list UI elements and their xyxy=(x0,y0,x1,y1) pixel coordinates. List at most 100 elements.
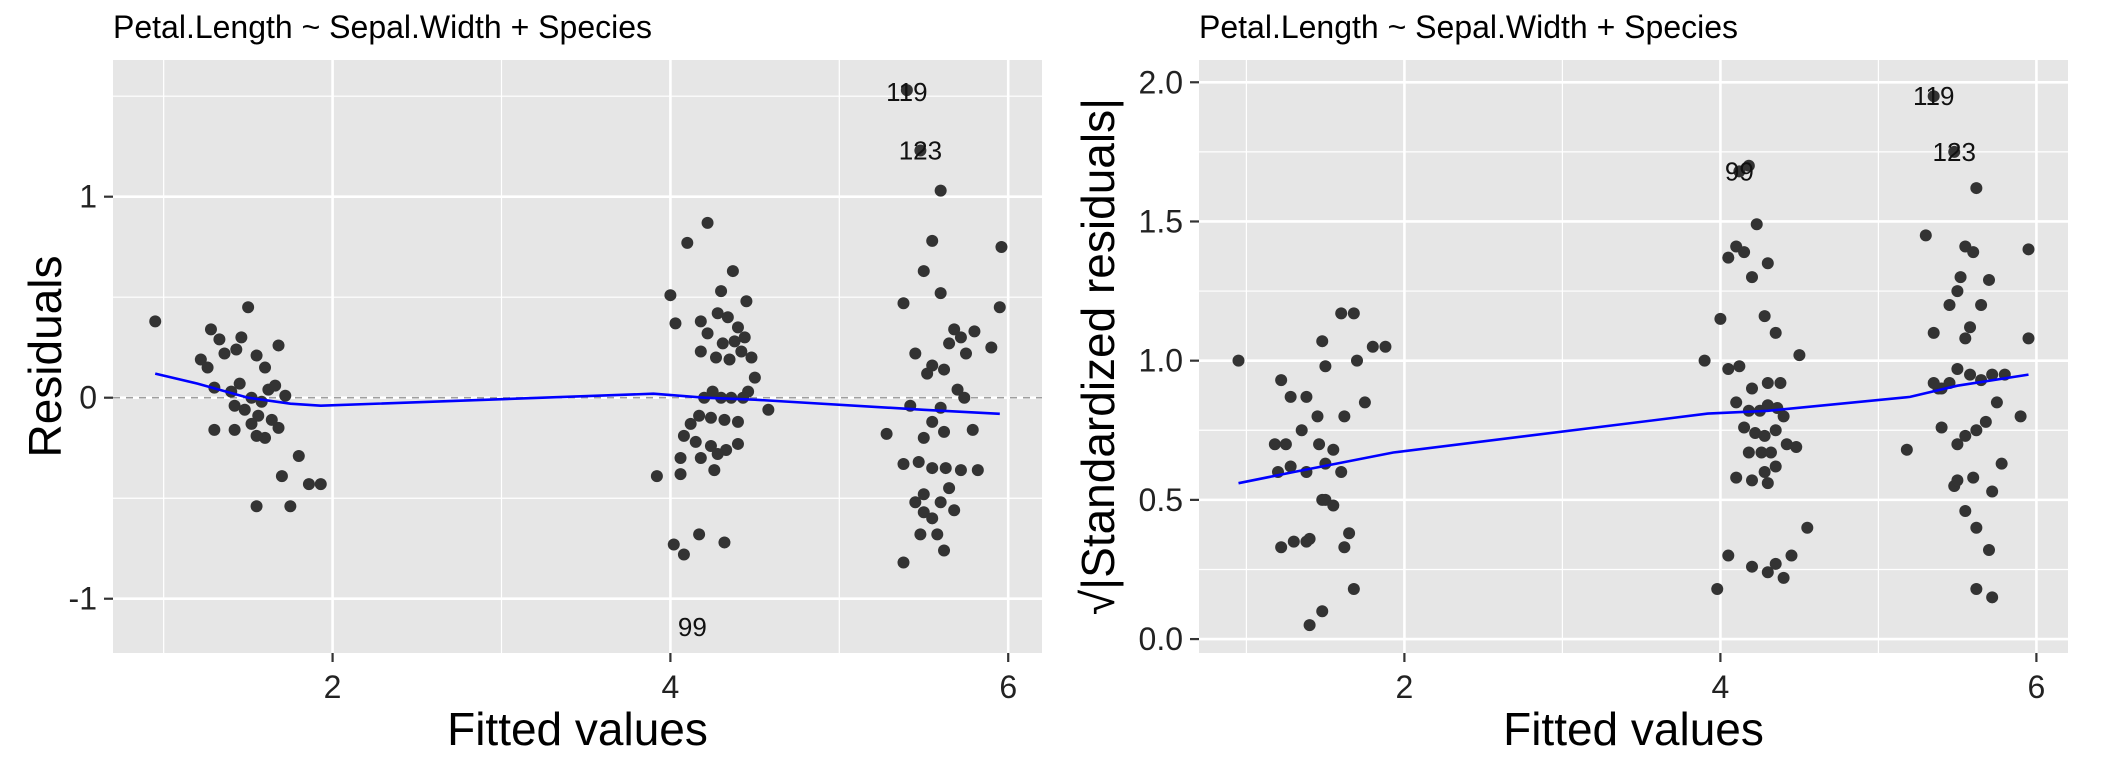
data-point xyxy=(735,345,748,358)
data-point xyxy=(715,285,728,298)
data-point xyxy=(1927,376,1940,389)
x-axis-title: Fitted values xyxy=(447,703,708,755)
data-point xyxy=(1964,368,1977,381)
data-point xyxy=(706,385,719,398)
data-point xyxy=(731,415,744,428)
data-point xyxy=(959,347,972,360)
data-point xyxy=(1801,521,1814,534)
data-point xyxy=(230,343,243,356)
data-point xyxy=(1774,376,1787,389)
data-point xyxy=(1327,499,1340,512)
data-point xyxy=(958,391,971,404)
data-point xyxy=(1742,446,1755,459)
data-point xyxy=(943,482,956,495)
data-point xyxy=(926,512,939,525)
data-point xyxy=(704,439,717,452)
data-point xyxy=(728,335,741,348)
data-point xyxy=(897,556,910,569)
data-point xyxy=(1327,443,1340,456)
outlier-label: 99 xyxy=(678,612,707,642)
data-point xyxy=(926,415,939,428)
data-point xyxy=(738,331,751,344)
data-point xyxy=(674,452,687,465)
data-point xyxy=(204,323,217,336)
data-point xyxy=(948,504,961,517)
data-point xyxy=(1351,354,1363,367)
chart-panel-1: 2 4 6 -1 0 1 119 123 99 Petal.Length ~ Sepal.Widt… xyxy=(19,9,1042,755)
smooth-trend-line xyxy=(1238,373,2029,485)
data-point xyxy=(272,339,285,352)
data-point xyxy=(1967,471,1980,484)
data-point xyxy=(1347,582,1360,595)
data-point xyxy=(1275,541,1288,554)
data-point xyxy=(1995,457,2008,470)
data-point xyxy=(1275,374,1288,387)
data-point xyxy=(985,341,998,354)
data-point xyxy=(250,500,263,513)
data-point xyxy=(1943,298,1956,311)
data-point xyxy=(1232,354,1245,367)
data-point xyxy=(233,377,246,390)
data-point xyxy=(284,500,297,513)
data-point xyxy=(995,240,1008,253)
data-point xyxy=(716,337,729,350)
data-point xyxy=(1964,321,1977,334)
data-point xyxy=(255,395,268,408)
data-point xyxy=(1379,340,1392,353)
data-point xyxy=(1303,619,1316,632)
data-point xyxy=(1970,582,1983,595)
data-point xyxy=(1338,541,1351,554)
data-point xyxy=(1780,438,1793,451)
data-point xyxy=(228,423,241,436)
data-point xyxy=(1975,298,1988,311)
y-tick-label: 0 xyxy=(79,380,97,416)
data-point xyxy=(1927,326,1940,339)
data-point xyxy=(897,458,910,471)
data-point xyxy=(1347,307,1360,320)
data-point xyxy=(897,297,910,310)
x-tick-label: 6 xyxy=(2028,669,2046,705)
data-point xyxy=(1967,246,1980,259)
data-point xyxy=(1284,390,1297,403)
data-point xyxy=(1335,307,1348,320)
data-point xyxy=(681,236,694,249)
data-point xyxy=(1316,335,1329,348)
data-point xyxy=(748,371,761,384)
data-point xyxy=(314,478,327,491)
data-point xyxy=(1714,312,1727,325)
data-point xyxy=(731,437,744,450)
data-point xyxy=(1769,557,1782,570)
data-point xyxy=(1300,390,1313,403)
data-point xyxy=(1284,460,1297,473)
data-point xyxy=(235,331,248,344)
data-point xyxy=(934,287,947,300)
data-point xyxy=(1295,424,1308,437)
data-point xyxy=(1959,332,1972,345)
data-point xyxy=(292,450,305,463)
data-point xyxy=(674,468,687,481)
data-point xyxy=(1990,396,2003,409)
data-point xyxy=(1764,446,1777,459)
data-point xyxy=(149,315,162,328)
data-point xyxy=(1722,363,1735,376)
data-point xyxy=(1769,326,1782,339)
data-point xyxy=(693,528,706,541)
data-point xyxy=(708,464,721,477)
data-point xyxy=(218,347,231,360)
data-point xyxy=(677,429,690,442)
data-point xyxy=(701,216,714,229)
data-point xyxy=(275,470,288,483)
data-point xyxy=(213,333,226,346)
data-point xyxy=(1948,145,1961,158)
data-point xyxy=(938,363,951,376)
data-point xyxy=(1954,271,1967,284)
data-point xyxy=(279,389,292,402)
data-point xyxy=(1790,440,1803,453)
data-point xyxy=(1335,466,1348,479)
data-point xyxy=(684,417,697,430)
data-point xyxy=(917,431,930,444)
data-point xyxy=(900,84,913,97)
data-point xyxy=(1785,549,1798,562)
chart-panel-2: 2 4 6 0.0 0.5 1.0 1.5 2.0 119 123 99 Petal.Length ~… xyxy=(1072,9,2068,755)
data-point xyxy=(2022,332,2035,345)
